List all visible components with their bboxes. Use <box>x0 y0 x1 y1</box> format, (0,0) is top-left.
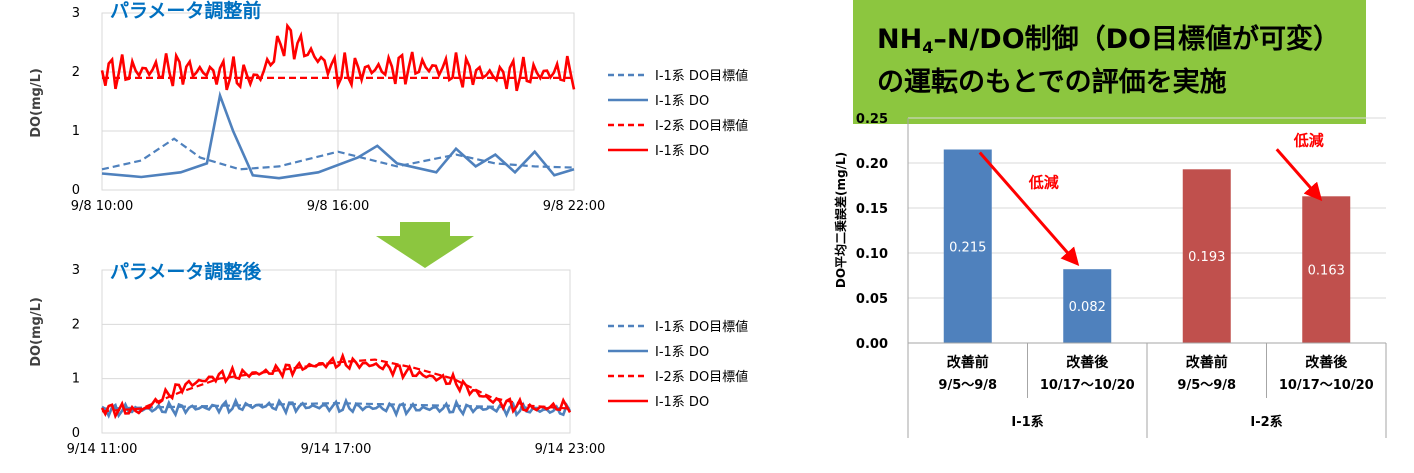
series-line <box>100 22 576 92</box>
y-tick-label: 0.05 <box>856 292 888 307</box>
bar-value-label: 0.163 <box>1308 264 1345 279</box>
chart-title-before: パラメータ調整前 <box>110 0 261 22</box>
y-tick-label: 0 <box>72 183 80 198</box>
x-period-label: 10/17～10/20 <box>1040 378 1135 393</box>
y-tick-label: 0 <box>72 426 80 441</box>
down-arrow-icon <box>376 222 474 268</box>
x-tick-label: 9/14 23:00 <box>535 442 606 457</box>
legend-entry: Ⅰ-1系 DO <box>655 94 709 109</box>
legend-after: Ⅰ-1系 DO目標値 Ⅰ-1系 DO Ⅰ-2系 DO目標値 Ⅰ-1系 DO <box>608 319 748 410</box>
series-line <box>100 351 572 420</box>
y-tick-label: 0.25 <box>856 112 888 127</box>
reduction-arrow <box>978 151 1080 266</box>
y-tick-label: 3 <box>72 263 80 278</box>
y-tick-label: 1 <box>72 372 80 387</box>
series-line <box>101 397 572 419</box>
y-tick-label: 2 <box>72 317 80 332</box>
bar-chart-rmse: 0.00 0.05 0.10 0.15 0.20 0.25 0.215 改善前 9/5～9/8 0… <box>833 112 1387 438</box>
legend-entry: Ⅰ-1系 DO目標値 <box>655 319 748 335</box>
legend-entry: Ⅰ-1系 DO <box>655 144 709 159</box>
legend-entry: Ⅰ-2系 DO目標値 <box>655 369 748 385</box>
x-period-label: 9/5～9/8 <box>1177 378 1236 393</box>
legend-entry: Ⅰ-1系 DO目標値 <box>655 68 748 84</box>
legend-before: Ⅰ-1系 DO目標値 Ⅰ-1系 DO Ⅰ-2系 DO目標値 Ⅰ-1系 DO <box>608 68 748 159</box>
bar <box>1182 169 1231 343</box>
legend-entry: Ⅰ-1系 DO <box>655 345 709 360</box>
x-tick-label: 9/8 10:00 <box>71 199 134 214</box>
x-category-label: 改善前 <box>1186 354 1228 371</box>
y-tick-label: 0.20 <box>856 157 888 172</box>
line-chart-after: 0 1 2 3 9/14 11:00 9/14 17:00 9/14 23:00 パラメータ… <box>29 260 748 457</box>
x-period-label: 9/5～9/8 <box>938 378 997 393</box>
x-period-label: 10/17～10/20 <box>1279 378 1374 393</box>
banner-line-2: の運転のもとでの評価を実施 <box>877 67 1227 98</box>
reduction-label: 低減 <box>1293 131 1324 149</box>
chart-title-after: パラメータ調整後 <box>110 260 262 283</box>
bar-value-label: 0.082 <box>1069 300 1106 315</box>
x-tick-label: 9/8 16:00 <box>307 199 370 214</box>
series-line <box>101 358 571 413</box>
evaluation-banner: NH4–N/DO制御（DO目標値が可変） の運転のもとでの評価を実施 <box>853 0 1366 124</box>
y-axis-label-after: DO(mg/L) <box>29 297 44 367</box>
legend-entry: Ⅰ-2系 DO目標値 <box>655 118 748 134</box>
y-tick-label: 0.10 <box>856 247 888 262</box>
series-line <box>101 137 575 171</box>
x-tick-label: 9/8 22:00 <box>543 199 606 214</box>
y-tick-label: 3 <box>72 6 80 21</box>
legend-entry: Ⅰ-1系 DO <box>655 395 709 410</box>
bar-value-label: 0.215 <box>949 240 986 255</box>
y-tick-label: 1 <box>72 124 80 139</box>
plot-area-after: 0 1 2 3 9/14 11:00 9/14 17:00 9/14 23:00 <box>67 263 606 457</box>
x-category-label: 改善後 <box>1066 354 1109 371</box>
x-tick-label: 9/14 17:00 <box>301 442 372 457</box>
banner-line-1: NH4–N/DO制御（DO目標値が可変） <box>877 24 1341 57</box>
group-label: I-2系 <box>1250 414 1282 430</box>
y-axis-label-before: DO(mg/L) <box>29 68 44 138</box>
series-line <box>101 90 575 180</box>
x-category-label: 改善後 <box>1305 354 1348 371</box>
reduction-label: 低減 <box>1028 174 1059 192</box>
x-category-label: 改善前 <box>947 354 989 371</box>
plot-area-before: 0 1 2 3 9/8 10:00 9/8 16:00 9/8 22:00 <box>71 6 606 214</box>
y-tick-label: 0.00 <box>856 337 888 352</box>
bar <box>1063 269 1112 343</box>
line-chart-before: 0 1 2 3 9/8 10:00 9/8 16:00 9/8 22:00 パラメータ調整前… <box>29 0 748 214</box>
bar-y-axis-label: DO平均二乗誤差(mg/L) <box>833 152 848 288</box>
y-tick-label: 0.15 <box>856 202 888 217</box>
bar <box>943 149 992 343</box>
reduction-arrow <box>1275 148 1323 202</box>
bar <box>1302 196 1351 343</box>
group-label: I-1系 <box>1011 414 1043 430</box>
bar-plot-area: 0.00 0.05 0.10 0.15 0.20 0.25 0.215 改善前 9/5～9/8 0… <box>856 112 1387 438</box>
y-tick-label: 2 <box>72 65 80 80</box>
x-tick-label: 9/14 11:00 <box>67 442 138 457</box>
bar-value-label: 0.193 <box>1188 250 1225 265</box>
